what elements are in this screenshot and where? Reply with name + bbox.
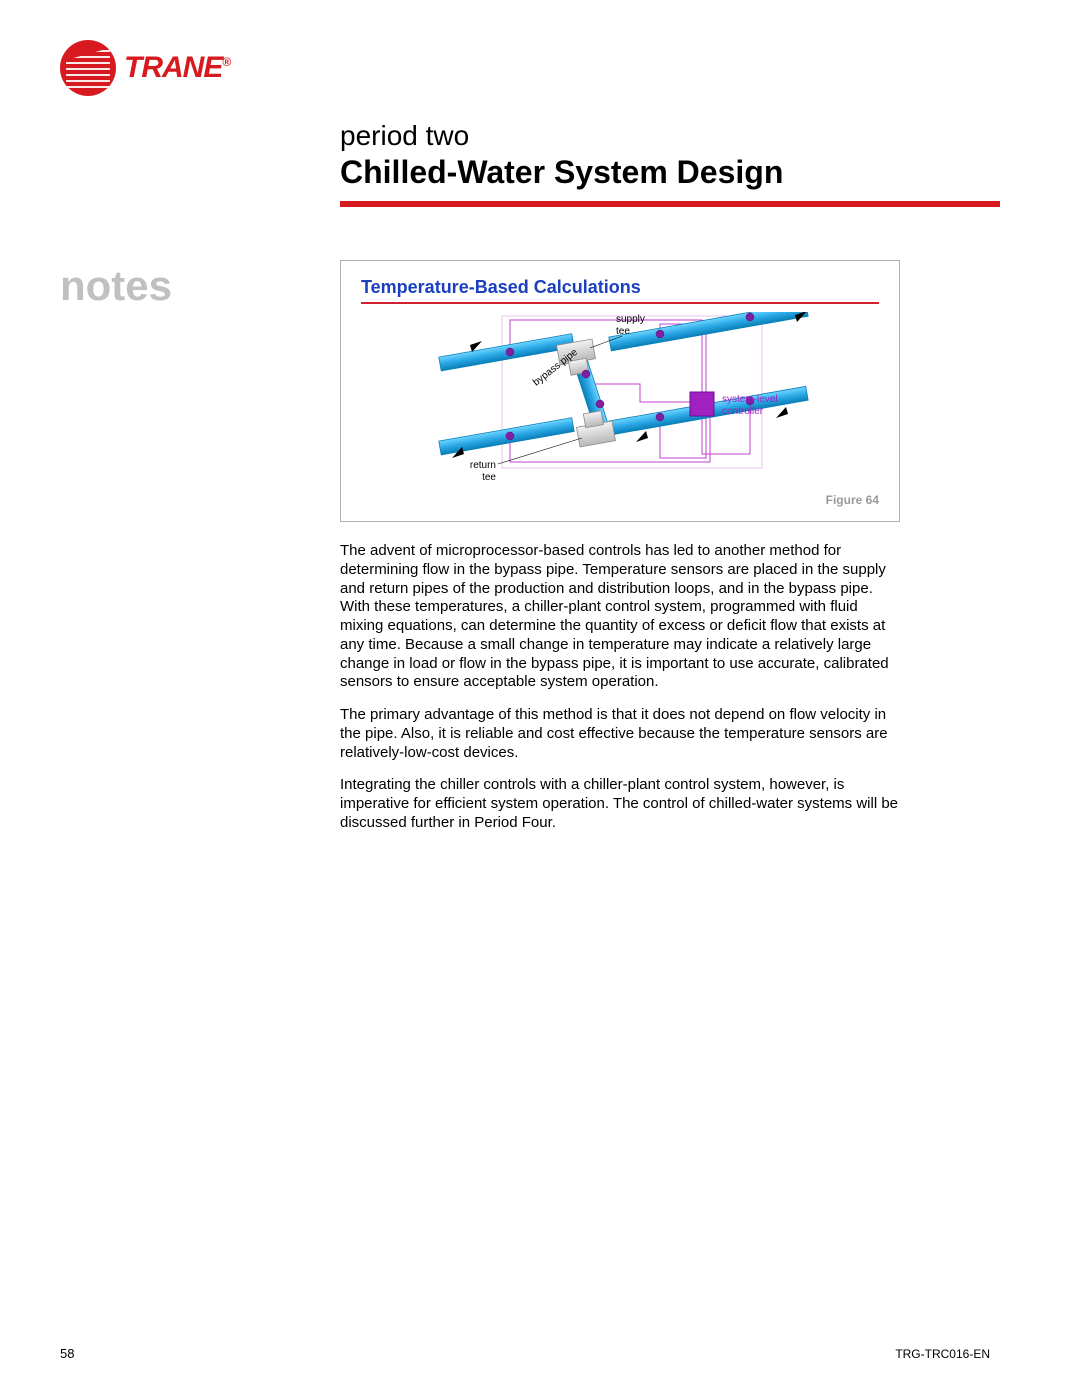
figure-caption: Figure 64 — [361, 493, 879, 507]
figure-title-rule — [361, 302, 879, 304]
page-header: period two Chilled-Water System Design — [340, 120, 990, 207]
logo-text: TRANE® — [124, 51, 230, 85]
logo-wordmark: TRANE — [124, 51, 222, 84]
supply-tee-label-2: tee — [616, 326, 630, 337]
controller-label: system-level — [722, 394, 778, 405]
return-tee-fitting — [574, 409, 615, 447]
return-tee-label: return — [470, 460, 496, 471]
return-tee-label-2: tee — [482, 472, 496, 482]
body-para-3: Integrating the chiller controls with a … — [340, 776, 900, 832]
figure-container: Temperature-Based Calculations — [340, 260, 900, 522]
figure-title: Temperature-Based Calculations — [361, 277, 879, 298]
brand-logo: TRANE® — [60, 40, 230, 96]
header-rule — [340, 201, 1000, 207]
section-subtitle: period two — [340, 120, 990, 152]
body-text: The advent of microprocessor-based contr… — [340, 542, 900, 847]
body-para-2: The primary advantage of this method is … — [340, 706, 900, 762]
notes-sidebar-label: notes — [60, 262, 172, 310]
supply-tee-label: supply — [616, 314, 645, 325]
page-number: 58 — [60, 1346, 74, 1361]
body-para-1: The advent of microprocessor-based contr… — [340, 542, 900, 692]
piping-diagram: supply tee return tee bypass pipe system… — [361, 312, 879, 482]
controller-label-2: controller — [722, 406, 764, 417]
system-controller — [690, 392, 714, 416]
page-title: Chilled-Water System Design — [340, 154, 990, 191]
document-id: TRG-TRC016-EN — [895, 1347, 990, 1361]
logo-icon — [60, 40, 116, 96]
